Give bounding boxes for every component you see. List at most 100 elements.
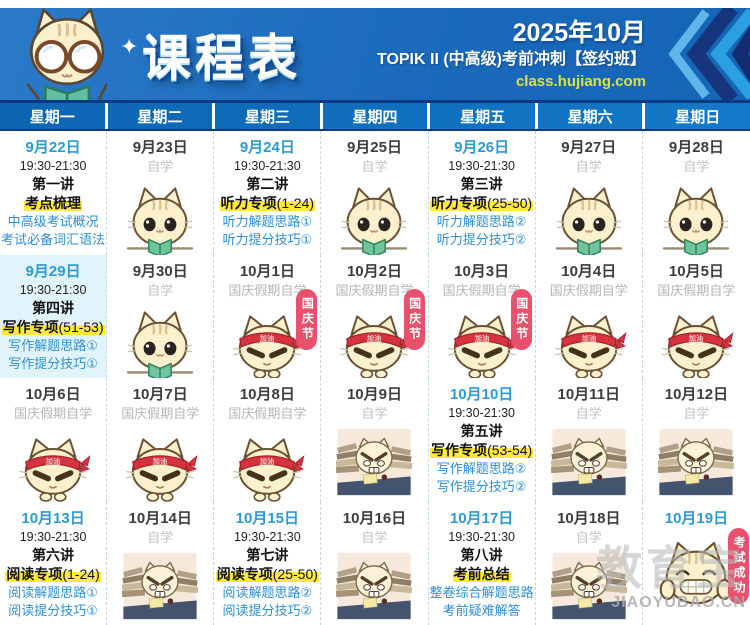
schedule-cell: 10月18日 自学 [536,501,643,625]
cell-lecture-number: 第三讲 [460,176,503,192]
cell-date: 9月28日 [668,139,724,156]
schedule-cell: 9月25日自学 [321,131,429,255]
cat-headband-illustration [227,424,307,502]
cat-studying-illustration [658,426,734,498]
schedule-cell: 10月8日 国庆假期自学 [214,378,322,502]
topic-text: 写作专项 [431,442,488,458]
topic-highlight: 写作专项(51-53) [1,318,105,335]
self-study-label: 国庆假期自学 [14,406,93,421]
self-study-label: 自学 [683,406,710,421]
schedule-cell: 10月6日 国庆假期自学 [0,378,108,502]
cat-headband-illustration [549,301,629,379]
schedule-cell: 9月28日自学 [643,131,750,255]
cat-headband-illustration [13,424,93,502]
self-study-label: 国庆假期自学 [549,282,628,298]
cell-topic: 听力专项(1-24) [214,194,320,213]
schedule-cell: 10月1日 国庆假期自学 国庆节 [214,254,322,378]
self-study-label: 国庆假期自学 [335,282,414,298]
weekday-label: 星期三 [215,103,323,129]
schedule-cell: 10月9日 自学 [321,378,429,502]
cat-studying-illustration [551,426,627,498]
cell-detail-line: 听力提分技巧① [222,232,313,247]
page-title: 课程表 [142,31,302,86]
cell-time: 19:30-21:30 [19,159,87,173]
schedule-cell: 9月30日自学 [107,254,215,379]
cell-detail-line: 写作解题思路② [436,461,527,476]
self-study-label: 自学 [683,159,710,174]
topic-text: 听力专项 [431,195,488,211]
cat-headband-illustration [656,301,736,379]
cell-date: 10月4日 [561,262,617,280]
cell-date: 9月24日 [239,139,295,156]
self-study-label: 自学 [575,406,602,421]
cat-reading-illustration [334,177,414,255]
cell-detail-line: 写作解题思路① [8,337,98,353]
cell-lecture-number: 第二讲 [246,176,289,192]
topic-range: (53-54) [487,442,533,458]
cell-time: 19:30-21:30 [448,159,515,173]
cell-lecture-number: 第八讲 [460,546,503,563]
banner: ✦ 课程表 2025年10月 TOPIK II (中高级)考前冲刺【签约班】 c… [0,8,750,109]
topic-text: 考前总结 [453,565,510,582]
self-study-label: 自学 [361,529,388,545]
topic-range: (25-50) [487,195,533,211]
exam-success-badge: 考试成功 [728,527,749,604]
cell-date: 10月10日 [449,386,514,403]
cat-headband-illustration [334,301,414,379]
cell-date: 10月2日 [346,262,402,280]
cell-date: 9月26日 [454,139,510,156]
self-study-label: 自学 [361,159,388,174]
topic-text: 阅读专项 [6,565,63,582]
cell-date: 9月22日 [25,139,81,156]
cell-topic: 听力专项(25-50) [429,194,535,213]
cell-date: 10月11日 [557,386,621,403]
cell-detail-line: 中高级考试概况 [7,214,99,229]
self-study-label: 国庆假期自学 [442,282,521,298]
topic-range: (51-53) [58,318,104,335]
cell-time: 19:30-21:30 [448,529,515,544]
cell-detail-line: 阅读提分技巧② [222,602,313,618]
cell-date: 9月30日 [132,262,188,280]
cell-date: 10月9日 [346,386,402,403]
schedule-cell: 10月10日 19:30-21:30 第五讲 写作专项(53-54) 写作解题思路② 写作… [429,378,536,502]
cell-detail-line: 整卷综合解题思路 [429,584,534,600]
schedule-cell: 9月22日 19:30-21:30 第一讲 考点梳理 中高级考试概况 考试必备词汇语法 [0,131,108,255]
topic-highlight: 听力专项(25-50) [430,195,534,211]
topic-highlight: 阅读专项(1-24) [5,565,101,582]
cell-date: 9月25日 [346,139,402,156]
cell-topic: 考点梳理 [0,194,106,213]
weekday-label: 星期日 [675,108,721,126]
topic-highlight: 考前总结 [452,565,511,582]
cell-date: 10月7日 [132,386,188,403]
cat-studying-illustration [336,426,412,498]
cat-reading-illustration [656,177,736,255]
cell-topic: 写作专项(53-54) [429,441,535,460]
cell-lecture-number: 第七讲 [246,546,289,563]
cell-time: 19:30-21:30 [233,159,301,173]
topic-text: 写作专项 [2,318,59,335]
schedule-cell: 10月7日 国庆假期自学 [107,378,215,502]
cat-studying-illustration [551,550,627,622]
schedule-cell: 10月16日 自学 [321,501,429,625]
weekday-label: 星期六 [538,103,646,129]
cat-headband-illustration [120,424,200,502]
schedule-cell: 10月14日 自学 [107,501,215,625]
cat-reading-illustration [120,301,200,379]
cell-date: 10月3日 [454,262,510,280]
cell-lecture-number: 第五讲 [460,423,503,439]
cell-date: 10月12日 [664,386,729,403]
self-study-label: 自学 [575,529,602,545]
cell-topic: 阅读专项(1-24) [0,565,106,584]
schedule-cell: 9月29日 19:30-21:30 第四讲 写作专项(51-53) 写作解题思路① 写作提… [0,254,108,378]
schedule-cell: 10月19日 考试成功 [643,502,750,625]
cell-detail-line: 听力解题思路① [222,214,313,229]
cell-topic: 阅读专项(25-50) [214,565,320,584]
sparkle-icon: ✦ [120,34,139,59]
topic-highlight: 写作专项(53-54) [430,442,534,458]
schedule-cell: 10月5日 国庆假期自学 [643,255,750,379]
schedule-cell: 10月4日国庆假期自学 [536,254,643,379]
topic-highlight: 阅读专项(25-50) [215,565,319,582]
chevron-decoration-icon [668,8,750,100]
self-study-label: 自学 [147,282,174,298]
